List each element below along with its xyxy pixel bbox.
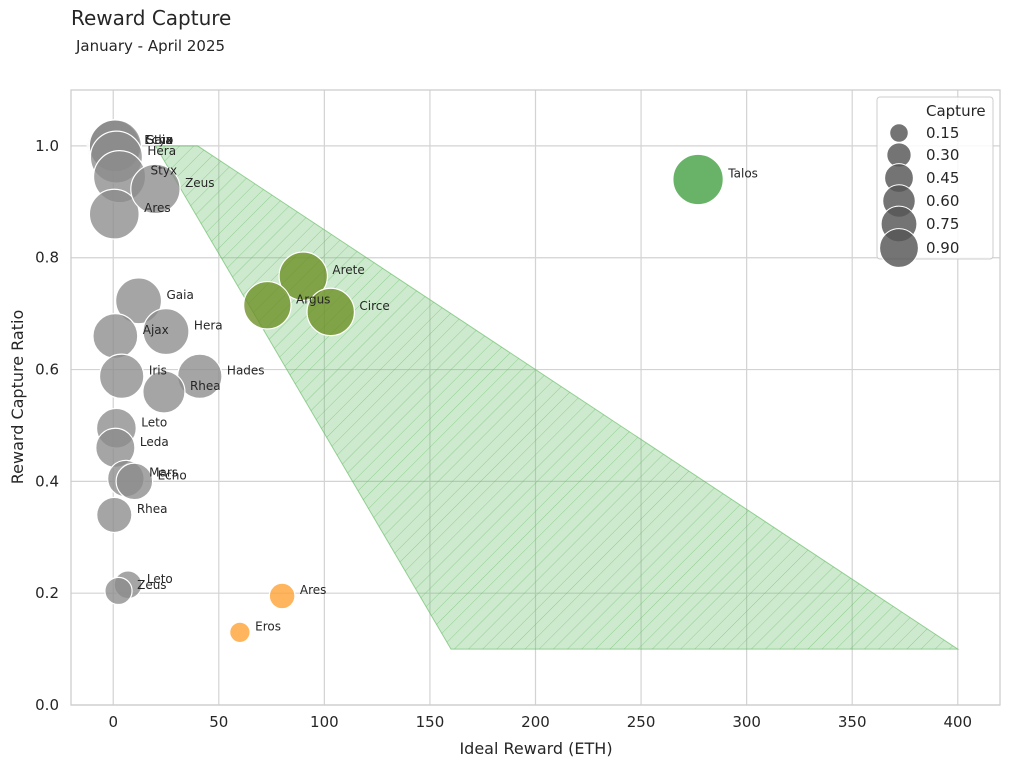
data-point-echo <box>115 462 154 501</box>
tick-labels: 0 50 100 150 200 250 300 350 400 0.0 0.2 0.4 0.6 0.8 1… <box>35 137 972 731</box>
data-point-argus <box>243 280 292 330</box>
data-point-ares <box>268 582 296 610</box>
data-points <box>86 119 724 644</box>
x-tick-label: 250 <box>627 713 656 731</box>
data-point-arete <box>278 251 329 301</box>
x-tick-label: 200 <box>521 713 550 731</box>
point-label-talos: Talos <box>727 166 758 180</box>
point-label-mars: Mars <box>149 466 178 480</box>
point-label-zeus: Zeus <box>185 176 214 190</box>
legend-label: 0.45 <box>926 169 959 187</box>
x-tick-label: 50 <box>209 713 228 731</box>
x-tick-label: 100 <box>310 713 339 731</box>
y-tick-label: 0.6 <box>35 361 59 379</box>
point-label-ares: Ares <box>144 201 171 215</box>
point-label-hera: Hera <box>194 319 223 333</box>
point-label-echo: Echo <box>144 133 173 147</box>
point-label-echo: Echo <box>158 468 187 482</box>
data-point-rhea <box>96 496 133 534</box>
x-tick-label: 0 <box>108 713 118 731</box>
data-point-circe <box>306 287 355 337</box>
point-label-argus: Argus <box>296 292 330 306</box>
data-point-eros <box>229 621 251 644</box>
plot-frame <box>70 89 1001 706</box>
legend-label: 0.30 <box>926 146 959 164</box>
point-label-ares: Ares <box>300 583 327 597</box>
y-tick-label: 1.0 <box>35 137 59 155</box>
data-point-hera <box>142 308 190 356</box>
legend-marker <box>879 228 919 268</box>
chart-title: Reward Capture <box>71 6 232 30</box>
y-tick-label: 0.0 <box>35 696 59 714</box>
data-point-gaia <box>115 277 163 325</box>
data-point-ares <box>88 188 140 240</box>
point-label-rhea: Rhea <box>137 502 168 516</box>
legend: Capture 0.15 0.30 0.45 0.60 0.75 0.90 <box>876 96 994 268</box>
point-label-gaia: Gaia <box>145 133 172 147</box>
y-tick-label: 0.4 <box>35 472 59 490</box>
x-tick-label: 150 <box>416 713 445 731</box>
x-tick-label: 300 <box>732 713 761 731</box>
data-point-ajax <box>92 312 139 360</box>
point-label-hades: Hades <box>227 363 265 377</box>
legend-label: 0.90 <box>926 239 959 257</box>
x-axis-label: Ideal Reward (ETH) <box>459 739 612 758</box>
y-axis-label: Reward Capture Ratio <box>8 310 27 484</box>
legend-marker <box>889 123 909 143</box>
point-label-leda: Leda <box>140 435 169 449</box>
point-label-leto: Leto <box>141 415 167 429</box>
point-label-leto: Leto <box>147 572 173 586</box>
feasible-region <box>154 145 960 650</box>
point-labels: EchoGaiaStyxHeraStyxZeusAresGaiaHeraAjax… <box>137 133 758 633</box>
point-label-hera: Hera <box>147 144 176 158</box>
y-tick-label: 0.8 <box>35 249 59 267</box>
legend-title: Capture <box>926 102 986 120</box>
data-point-iris <box>98 353 145 399</box>
data-point-rhea <box>142 370 186 414</box>
point-label-zeus: Zeus <box>137 578 166 592</box>
point-label-gaia: Gaia <box>166 288 193 302</box>
legend-label: 0.15 <box>926 124 959 142</box>
legend-label: 0.75 <box>926 215 959 233</box>
point-label-styx: Styx <box>146 133 173 147</box>
point-label-circe: Circe <box>359 299 389 313</box>
x-tick-label: 400 <box>943 713 972 731</box>
y-tick-label: 0.2 <box>35 584 59 602</box>
point-label-rhea: Rhea <box>190 379 221 393</box>
point-label-iris: Iris <box>149 363 167 377</box>
chart-subtitle: January - April 2025 <box>76 37 226 55</box>
data-point-talos <box>672 153 724 206</box>
point-label-arete: Arete <box>332 263 364 277</box>
point-label-styx: Styx <box>151 164 178 178</box>
region-hatch <box>154 145 960 650</box>
point-label-eros: Eros <box>255 619 281 633</box>
point-label-ajax: Ajax <box>143 323 169 337</box>
data-point-zeus <box>104 576 133 606</box>
x-tick-label: 350 <box>838 713 867 731</box>
legend-label: 0.60 <box>926 192 959 210</box>
data-point-zeus <box>130 163 181 215</box>
